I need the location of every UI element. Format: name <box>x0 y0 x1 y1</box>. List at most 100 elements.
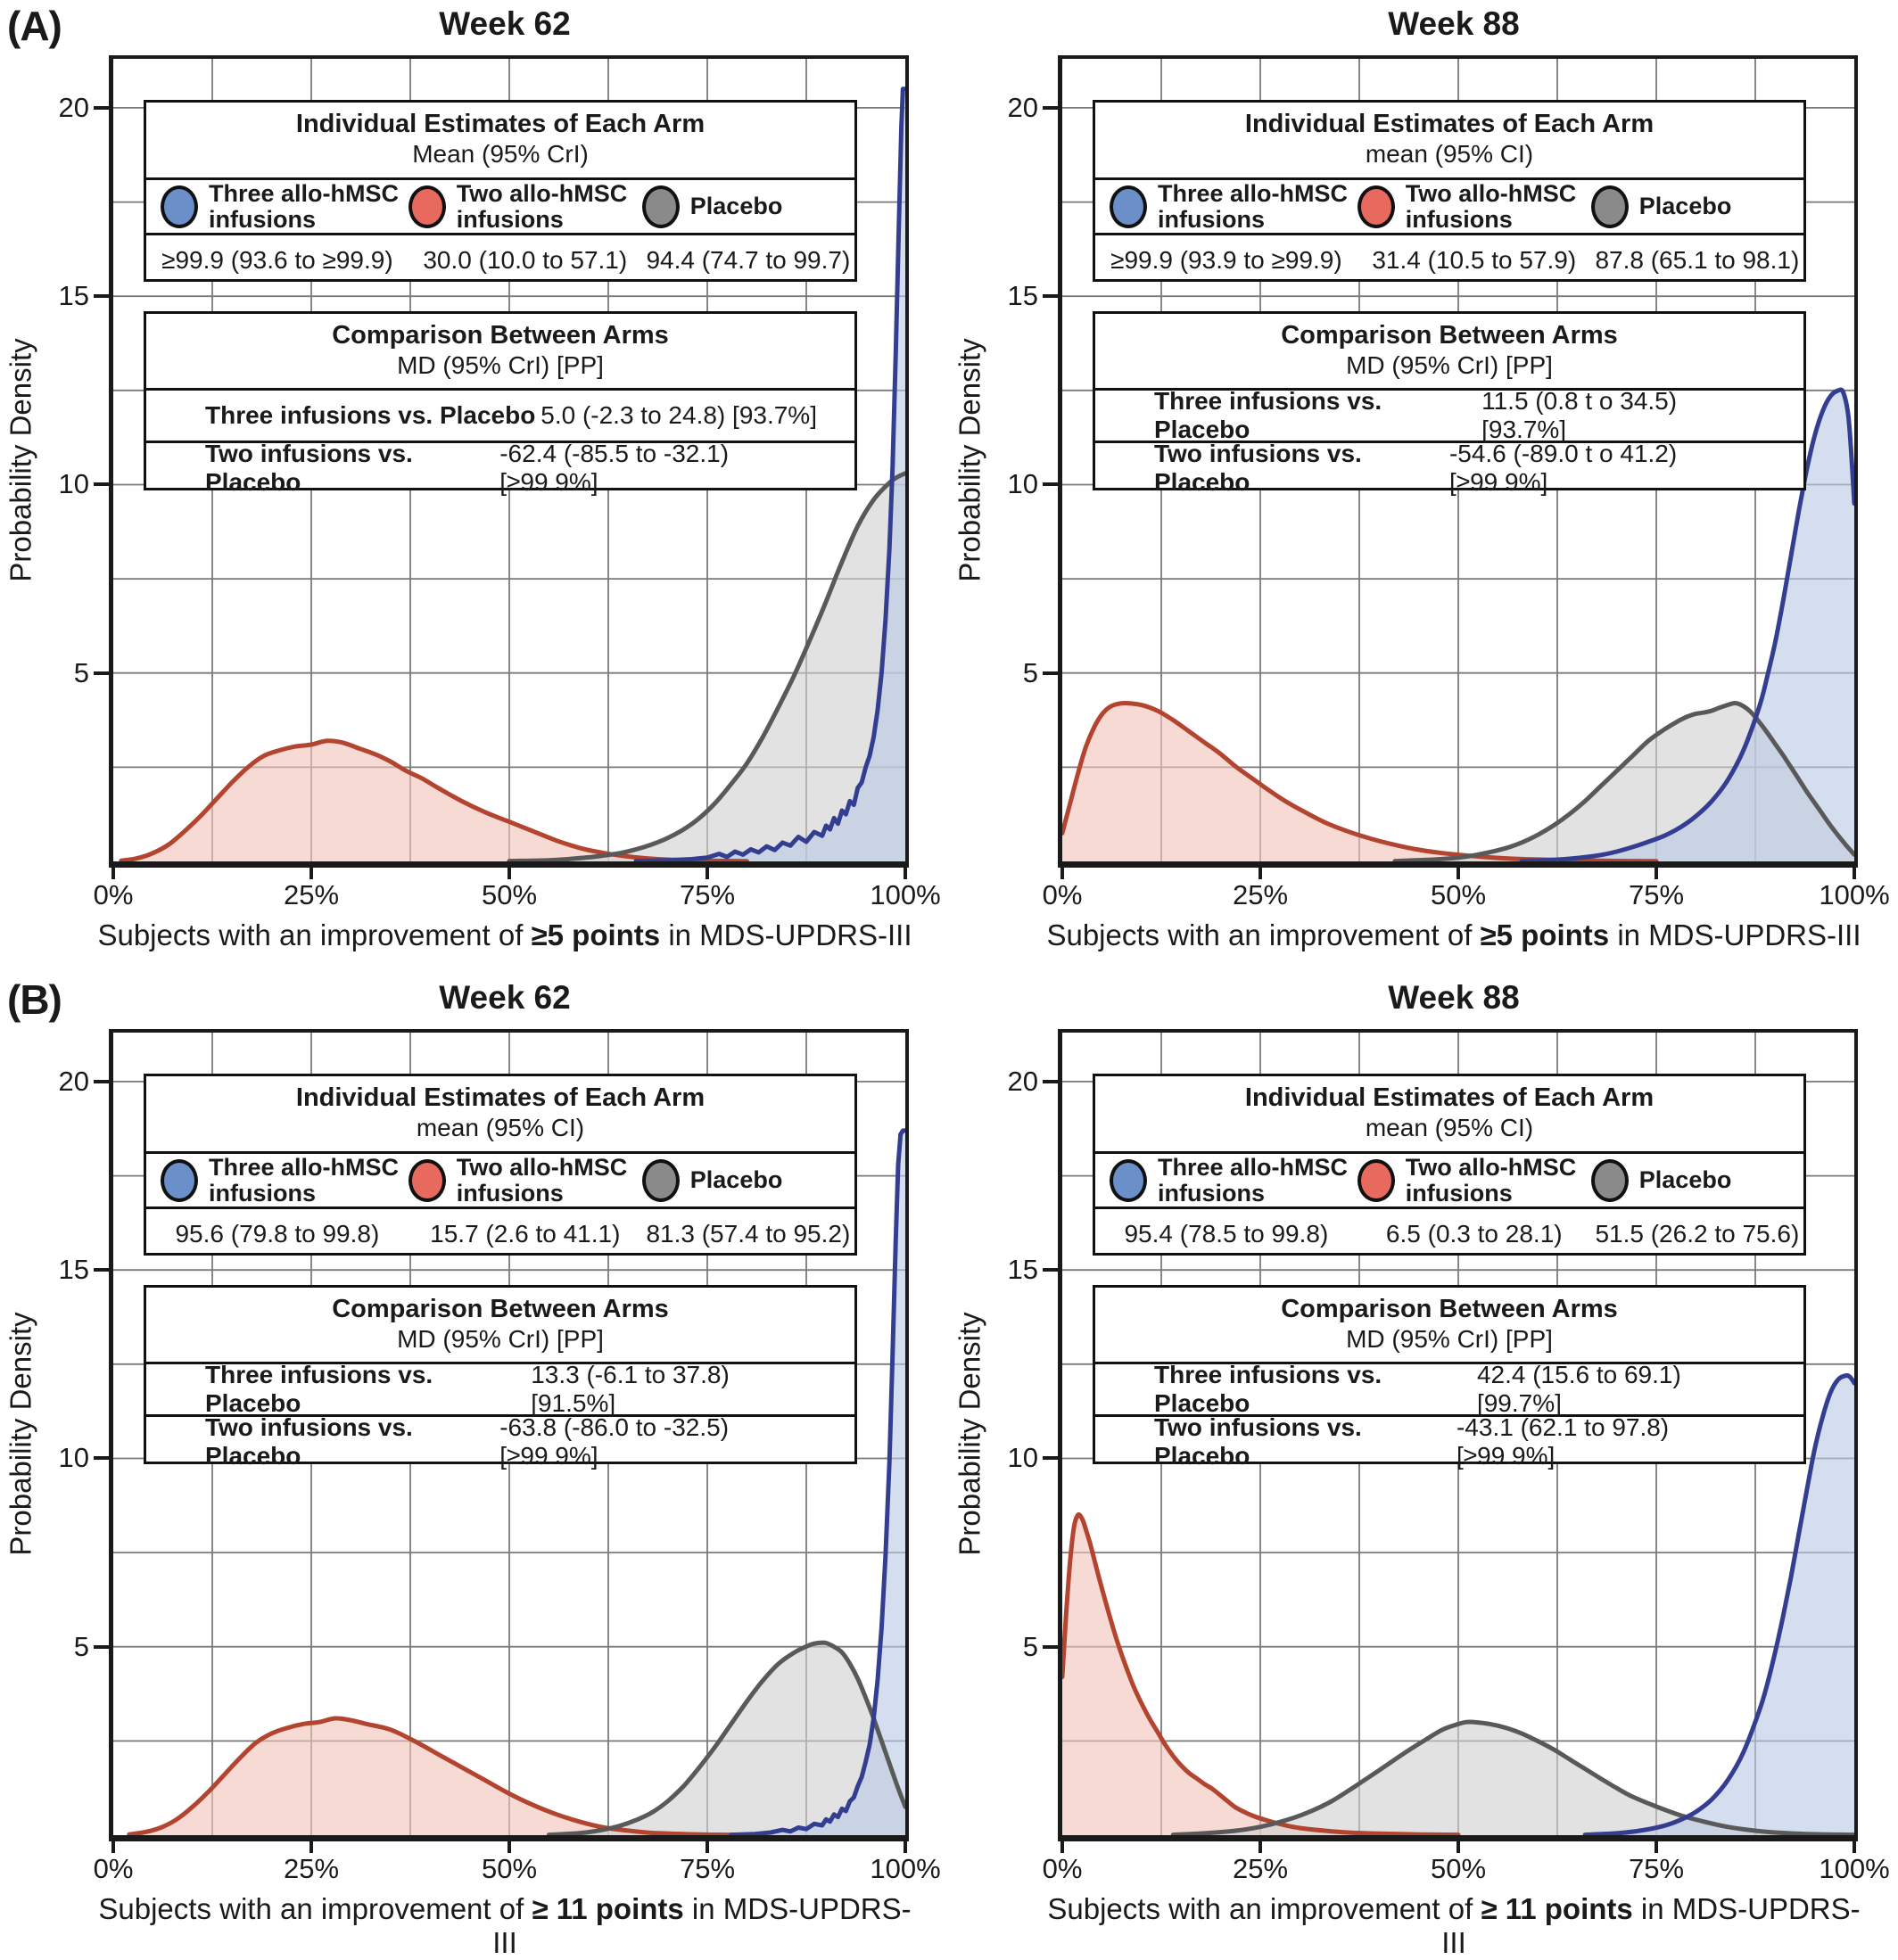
density-curve-fill <box>1062 703 1656 861</box>
density-curve-line <box>1582 1372 1854 1835</box>
density-curve-line <box>546 1640 905 1835</box>
x-tick-label: 100% <box>870 1853 941 1884</box>
legend-label: Three allo-hMSC infusions <box>209 1153 400 1206</box>
legend-item: Two allo-hMSC infusions <box>408 1153 642 1206</box>
y-axis-label: Probability Density <box>4 338 37 582</box>
estimates-title: Individual Estimates of Each Arm <box>1244 1083 1655 1112</box>
x-tick-mark <box>1258 868 1262 879</box>
y-tick-mark <box>94 1268 109 1272</box>
comparison-header: Comparison Between Arms MD (95% CrI) [PP… <box>1095 314 1803 388</box>
x-tick-label: 75% <box>1628 879 1685 910</box>
comparison-header: Comparison Between Arms MD (95% CrI) [PP… <box>146 1288 854 1362</box>
legend-label: Three allo-hMSC infusions <box>209 179 400 233</box>
x-tick-label: 0% <box>1042 879 1083 910</box>
plot-area: Individual Estimates of Each Arm Mean (9… <box>109 55 909 868</box>
panel-title: Week 62 <box>439 5 571 42</box>
legend-item: Placebo <box>641 185 854 228</box>
legend-item: Three allo-hMSC infusions <box>1095 1154 1357 1206</box>
comparison-row-value: -63.8 (-86.0 to -32.5) [≥99.9%] <box>499 1413 730 1470</box>
legend-item: Three allo-hMSC infusions <box>1095 180 1357 233</box>
y-tick-label: 10 <box>58 1442 89 1474</box>
comparison-row-value: 11.5 (0.8 t o 34.5) [93.7%] <box>1481 387 1678 443</box>
comparison-row-value: -43.1 (62.1 to 97.8) [≥99.9%] <box>1456 1413 1670 1470</box>
density-curve-line <box>1519 387 1854 861</box>
x-tick-mark <box>1258 1841 1262 1853</box>
density-curve-line <box>119 738 749 861</box>
comparison-box: Comparison Between Arms MD (95% CrI) [PP… <box>144 311 857 496</box>
x-tick-label: 100% <box>1819 1853 1890 1884</box>
comparison-box: Comparison Between Arms MD (95% CrI) [PP… <box>144 1285 857 1470</box>
y-tick-label: 10 <box>1007 468 1038 500</box>
three-infusions-marker-icon <box>1110 185 1147 228</box>
x-tick-label: 25% <box>283 1853 340 1884</box>
comparison-row-label: Three infusions vs. Placebo <box>205 401 536 429</box>
arm-value: 94.4 (74.7 to 99.7) <box>646 245 851 274</box>
comparison-row-label: Two infusions vs. Placebo <box>205 1413 413 1470</box>
y-tick-mark <box>1043 1268 1058 1272</box>
legend-item: Placebo <box>1590 1158 1803 1202</box>
comparison-row-label: Three infusions vs. Placebo <box>205 1361 433 1417</box>
y-tick-mark <box>1043 105 1058 110</box>
estimates-header: Individual Estimates of Each Arm mean (9… <box>1095 103 1803 177</box>
x-tick-mark <box>111 868 115 879</box>
density-curve-line <box>729 1128 905 1835</box>
y-tick-label: 20 <box>58 1065 89 1097</box>
y-tick-mark <box>1043 482 1058 487</box>
comparison-subtitle: MD (95% CrI) [PP] <box>1346 351 1553 379</box>
x-tick-mark <box>309 1841 313 1853</box>
comparison-row-label: Three infusions vs. Placebo <box>1154 1361 1382 1417</box>
density-curve-line <box>1062 1511 1461 1835</box>
estimates-subtitle: mean (95% CI) <box>1365 1114 1534 1141</box>
x-tick-label: 50% <box>481 1853 538 1884</box>
x-tick-label: 25% <box>1232 879 1289 910</box>
comparison-subtitle: MD (95% CrI) [PP] <box>1346 1325 1553 1353</box>
panel-group-label-b: (B) <box>7 976 62 1023</box>
x-tick-label: 100% <box>870 879 941 910</box>
y-tick-label: 15 <box>58 1254 89 1286</box>
density-curve-fill <box>549 1643 905 1835</box>
density-curve-fill <box>1062 1514 1458 1835</box>
legend-label: Two allo-hMSC infusions <box>1405 1153 1577 1206</box>
x-tick-label: 50% <box>1430 1853 1487 1884</box>
three-infusions-marker-icon <box>1110 1158 1147 1202</box>
y-tick-label: 5 <box>73 656 89 688</box>
estimates-title: Individual Estimates of Each Arm <box>295 110 706 138</box>
x-tick-mark <box>1457 1841 1460 1853</box>
comparison-box: Comparison Between Arms MD (95% CrI) [PP… <box>1093 311 1806 496</box>
x-tick-mark <box>1853 1841 1856 1853</box>
x-tick-mark <box>706 868 709 879</box>
placebo-marker-icon <box>641 185 680 228</box>
y-tick-mark <box>94 671 109 675</box>
y-tick-mark <box>94 482 109 487</box>
comparison-row: Two infusions vs. Placebo -63.8 (-86.0 t… <box>146 1413 854 1470</box>
density-curve-line <box>1392 700 1854 861</box>
comparison-box: Comparison Between Arms MD (95% CrI) [PP… <box>1093 1285 1806 1470</box>
individual-estimates-box: Individual Estimates of Each Arm Mean (9… <box>144 100 857 282</box>
comparison-row: Three infusions vs. Placebo 11.5 (0.8 t … <box>1095 387 1803 443</box>
y-tick-mark <box>94 294 109 299</box>
three-infusions-marker-icon <box>161 1158 198 1202</box>
y-tick-mark <box>1043 1644 1058 1649</box>
comparison-row-value: 42.4 (15.6 to 69.1) [99.7%] <box>1476 1361 1681 1417</box>
arm-value: 6.5 (0.3 to 28.1) <box>1385 1219 1563 1248</box>
density-curve-line <box>633 86 905 861</box>
plot-area: Individual Estimates of Each Arm mean (9… <box>1058 1029 1858 1841</box>
panel-title: Week 88 <box>1388 5 1520 42</box>
legend-row: Three allo-hMSC infusions Two allo-hMSC … <box>146 177 854 233</box>
legend-label: Two allo-hMSC infusions <box>456 1153 628 1206</box>
estimates-header: Individual Estimates of Each Arm Mean (9… <box>146 103 854 177</box>
arm-value: ≥99.9 (93.6 to ≥99.9) <box>161 245 393 274</box>
density-curve-fill <box>509 473 905 861</box>
arm-value: 87.8 (65.1 to 98.1) <box>1595 245 1800 274</box>
comparison-title: Comparison Between Arms <box>332 321 669 350</box>
y-tick-mark <box>1043 1456 1058 1461</box>
estimates-subtitle: mean (95% CI) <box>416 1114 585 1141</box>
individual-estimates-box: Individual Estimates of Each Arm mean (9… <box>1093 1074 1806 1256</box>
y-tick-label: 15 <box>1007 1254 1038 1286</box>
three-infusions-marker-icon <box>161 185 198 228</box>
legend-label: Placebo <box>689 193 783 219</box>
y-tick-label: 10 <box>58 468 89 500</box>
x-tick-label: 25% <box>283 879 340 910</box>
legend-item: Three allo-hMSC infusions <box>146 1153 408 1206</box>
